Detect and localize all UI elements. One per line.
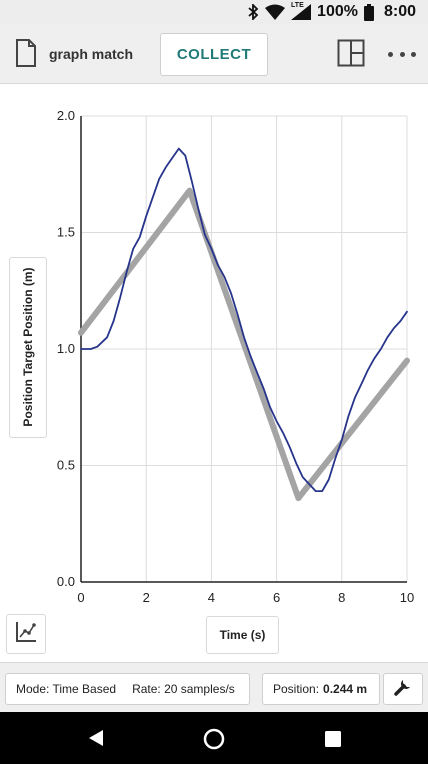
rate-text: Rate: 20 samples/s [132, 682, 235, 696]
position-meter[interactable]: Position: 0.244 m [262, 673, 380, 705]
battery-icon [363, 3, 374, 21]
x-tick-label: 0 [77, 590, 84, 605]
status-bar: LTE 100% 8:00 [0, 0, 428, 24]
y-tick-label: 1.0 [57, 341, 75, 356]
chart[interactable]: 0 2 4 6 8 10 0.0 0.5 1.0 1.5 2.0 [0, 84, 428, 660]
x-tick-label: 4 [208, 590, 215, 605]
recent-apps-icon[interactable] [325, 731, 341, 752]
x-axis-label-button[interactable]: Time (s) [206, 616, 279, 654]
graph-area[interactable]: 0 2 4 6 8 10 0.0 0.5 1.0 1.5 2.0 [0, 84, 428, 660]
sensor-settings-button[interactable] [383, 673, 423, 705]
y-tick-label: 2.0 [57, 108, 75, 123]
home-icon[interactable] [203, 728, 225, 755]
network-type: LTE [291, 2, 304, 9]
more-icon[interactable] [388, 46, 416, 62]
target-line [78, 187, 410, 502]
graph-tools-icon [15, 621, 37, 648]
x-tick-label: 6 [273, 590, 280, 605]
back-icon[interactable] [88, 729, 104, 752]
battery-percent: 100% [317, 3, 358, 20]
mode-text: Mode: Time Based [16, 682, 117, 696]
status-icons: LTE 100% 8:00 [247, 2, 416, 22]
y-tick-label: 0.0 [57, 574, 75, 589]
layout-icon[interactable] [337, 39, 365, 72]
position-line [80, 147, 408, 492]
file-title: graph match [49, 46, 134, 62]
document-icon[interactable] [15, 39, 37, 72]
y-tick-label: 0.5 [57, 458, 75, 473]
clock: 8:00 [383, 3, 416, 20]
signal-icon: LTE [291, 2, 312, 20]
position-value: 0.244 m [323, 682, 368, 696]
info-bar: Mode: Time Based Rate: 20 samples/s Posi… [0, 662, 428, 712]
position-label: Position: [273, 682, 320, 696]
x-tick-label: 10 [400, 590, 414, 605]
wifi-icon [265, 4, 286, 20]
y-tick-label: 1.5 [57, 225, 75, 240]
wrench-icon [393, 677, 413, 702]
y-axis-label-button[interactable] [9, 257, 47, 438]
mode-rate-button[interactable]: Mode: Time Based Rate: 20 samples/s [5, 673, 250, 705]
x-tick-label: 2 [143, 590, 150, 605]
graph-tools-button[interactable] [6, 614, 46, 654]
collect-button[interactable]: COLLECT [160, 33, 268, 76]
x-tick-label: 8 [338, 590, 345, 605]
y-axis-label: Position Target Position (m) [21, 267, 35, 427]
toolbar: graph match COLLECT [0, 24, 428, 84]
system-nav-bar [0, 712, 428, 764]
bluetooth-icon [247, 4, 259, 20]
